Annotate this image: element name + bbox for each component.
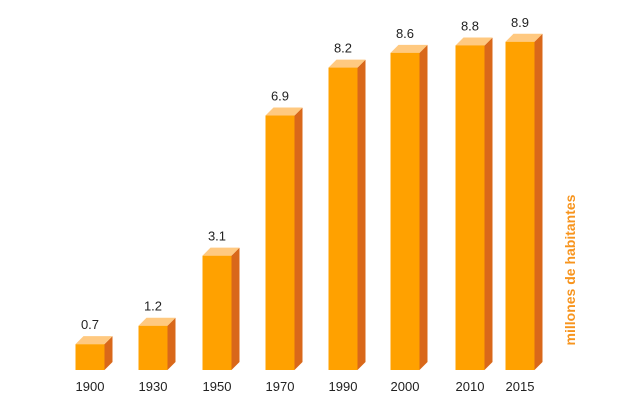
bar-top-face (455, 37, 493, 46)
bar-side-face (357, 59, 366, 371)
value-label-2010: 8.8 (461, 18, 479, 33)
bar-1970 (265, 107, 303, 371)
bar-top-face (265, 107, 303, 116)
bar-front-face (202, 255, 232, 370)
bar-side-face (534, 33, 543, 371)
bar-top-face (390, 44, 428, 53)
value-label-2015: 8.9 (511, 15, 529, 30)
bar-1950 (202, 247, 240, 370)
x-tick-1930: 1930 (139, 379, 168, 394)
x-tick-labels: 1900 1930 1950 1970 1990 2000 2010 2015 (76, 379, 535, 394)
x-tick-2015: 2015 (506, 379, 535, 394)
bar-side-face (294, 107, 303, 371)
x-tick-2010: 2010 (456, 379, 485, 394)
bar-top-face (202, 247, 240, 256)
bar-1900 (75, 336, 113, 370)
bar-1990 (328, 59, 366, 371)
x-tick-1970: 1970 (266, 379, 295, 394)
value-label-2000: 8.6 (396, 26, 414, 41)
bar-front-face (138, 325, 168, 370)
bar-front-face (265, 115, 295, 370)
bars-layer (75, 33, 543, 371)
bar-top-face (75, 336, 113, 345)
value-labels-layer: 0.7 1.2 3.1 6.9 8.2 8.6 8.8 8.9 (81, 15, 529, 332)
bar-top-face (505, 33, 543, 42)
bar-2015 (505, 33, 543, 371)
bar-top-face (138, 317, 176, 326)
bar-front-face (75, 344, 105, 370)
bar-top-face (328, 59, 366, 68)
value-label-1930: 1.2 (144, 299, 162, 314)
bar-front-face (390, 52, 420, 371)
value-label-1970: 6.9 (271, 89, 289, 104)
bar-side-face (419, 44, 428, 371)
x-tick-2000: 2000 (391, 379, 420, 394)
bar-side-face (104, 336, 113, 370)
bar-front-face (505, 41, 535, 371)
bar-front-face (455, 45, 485, 371)
y-axis-title: millones de habitantes (562, 194, 578, 345)
bar-side-face (167, 317, 176, 370)
value-label-1900: 0.7 (81, 317, 99, 332)
bar-1930 (138, 317, 176, 370)
value-label-1950: 3.1 (208, 229, 226, 244)
bar-front-face (328, 67, 358, 371)
bar-side-face (231, 247, 240, 370)
x-tick-1990: 1990 (329, 379, 358, 394)
x-tick-1900: 1900 (76, 379, 105, 394)
x-tick-1950: 1950 (203, 379, 232, 394)
bar-2000 (390, 44, 428, 371)
value-label-1990: 8.2 (334, 41, 352, 56)
bar-2010 (455, 37, 493, 371)
bar-side-face (484, 37, 493, 371)
